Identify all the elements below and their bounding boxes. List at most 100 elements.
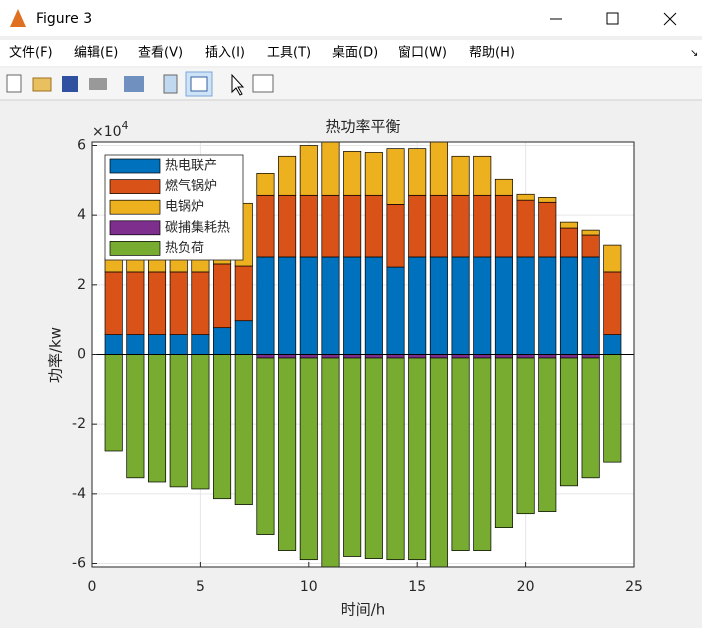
menu-item[interactable]: 桌面(D): [332, 46, 378, 61]
bar-segment: [494, 194, 513, 258]
title-bar: [0, 0, 702, 36]
bar-segment: [408, 256, 427, 355]
y-tick-label: 2: [77, 277, 86, 293]
bar-segment: [126, 354, 145, 479]
bar-segment: [581, 354, 600, 359]
bar-segment: [343, 357, 362, 557]
bar-segment: [126, 334, 145, 355]
legend-icon-inner: [190, 76, 208, 92]
bar-segment: [364, 357, 383, 559]
pointer-icon[interactable]: [231, 73, 245, 96]
legend-swatch: [109, 241, 161, 256]
bar-segment: [516, 354, 535, 359]
bar-segment: [278, 194, 297, 258]
y-tick-label: 4: [77, 207, 86, 223]
save-icon[interactable]: [62, 76, 78, 92]
bar-segment: [278, 155, 297, 196]
bar-segment: [516, 193, 535, 201]
legend-swatch: [109, 220, 161, 236]
y-exponent-power: 4: [122, 119, 129, 132]
bar-segment: [494, 357, 513, 528]
y-tick-label: 6: [77, 137, 86, 153]
bar-segment: [451, 256, 470, 355]
bar-segment: [256, 194, 275, 258]
menu-item[interactable]: 工具(T): [267, 46, 311, 61]
property-icon[interactable]: [252, 74, 274, 93]
bar-segment: [299, 145, 318, 196]
bar-segment: [408, 194, 427, 258]
bar-segment: [148, 271, 167, 335]
bar-segment: [321, 142, 340, 196]
open-icon[interactable]: [32, 77, 52, 92]
bar-segment: [559, 227, 578, 258]
bar-segment: [559, 256, 578, 355]
bar-segment: [386, 266, 405, 355]
legend-label: 热负荷: [165, 241, 204, 256]
bar-segment: [603, 334, 622, 355]
y-tick-label: -6: [72, 556, 86, 572]
bar-segment: [559, 354, 578, 359]
bar-segment: [408, 357, 427, 561]
menu-item[interactable]: 插入(I): [205, 46, 245, 61]
bar-segment: [408, 148, 427, 196]
x-tick-label: 25: [625, 579, 643, 595]
window-title: Figure 3: [36, 11, 92, 27]
bar-segment: [278, 357, 297, 551]
x-tick-label: 5: [196, 579, 205, 595]
colorbar-icon[interactable]: [163, 74, 178, 94]
print-icon[interactable]: [89, 78, 107, 90]
toolbar-icons: [6, 71, 274, 97]
bar-segment: [191, 271, 210, 335]
menu-item[interactable]: 查看(V): [138, 45, 183, 61]
axes-box: [91, 141, 635, 568]
bar-segment: [386, 357, 405, 561]
bar-segment: [256, 173, 275, 196]
bar-segment: [148, 354, 167, 483]
bar-segment: [169, 354, 188, 488]
bar-segment: [429, 194, 448, 258]
bar-segment: [191, 354, 210, 490]
link-icon[interactable]: [124, 76, 144, 92]
x-tick-label: 15: [408, 579, 426, 595]
bar-segment: [473, 194, 492, 258]
bar-segment: [234, 354, 253, 505]
bar-segment: [234, 320, 253, 355]
menu-item[interactable]: 窗口(W): [398, 45, 447, 61]
legend-label: 电锅炉: [165, 199, 204, 215]
bar-segment: [429, 142, 448, 196]
bar-segment: [321, 256, 340, 355]
menu-arrow: ↘: [690, 48, 698, 59]
bar-segment: [451, 354, 470, 359]
y-tick-label: -4: [72, 486, 86, 502]
bar-segment: [343, 256, 362, 355]
toolbar: [0, 68, 702, 100]
bar-segment: [321, 194, 340, 258]
bar-segment: [538, 256, 557, 355]
legend-swatch: [109, 199, 161, 215]
close-button[interactable]: [663, 12, 677, 26]
bar-segment: [278, 354, 297, 359]
app-icon: [10, 9, 26, 27]
menu-item[interactable]: 帮助(H): [469, 46, 515, 61]
x-tick-label: 0: [88, 579, 97, 595]
bar-segment: [386, 204, 405, 268]
bar-segment: [299, 256, 318, 355]
bar-segment: [429, 256, 448, 355]
bar-segment: [213, 263, 232, 329]
menu-item[interactable]: 编辑(E): [74, 46, 118, 61]
bar-segment: [299, 194, 318, 258]
bar-segment: [408, 354, 427, 359]
x-tick-label: 20: [517, 579, 535, 595]
bar-segment: [104, 271, 123, 335]
bar-segment: [451, 155, 470, 196]
bar-segment: [343, 354, 362, 359]
bar-segment: [451, 357, 470, 551]
bar-segment: [104, 334, 123, 355]
y-exponent: ×104: [92, 119, 129, 140]
bar-segment: [581, 256, 600, 355]
y-axis-label: 功率/kw: [47, 327, 65, 383]
maximize-button[interactable]: [606, 12, 619, 25]
menu-item[interactable]: 文件(F): [9, 46, 53, 61]
bar-segment: [256, 357, 275, 535]
new-icon[interactable]: [6, 74, 22, 93]
